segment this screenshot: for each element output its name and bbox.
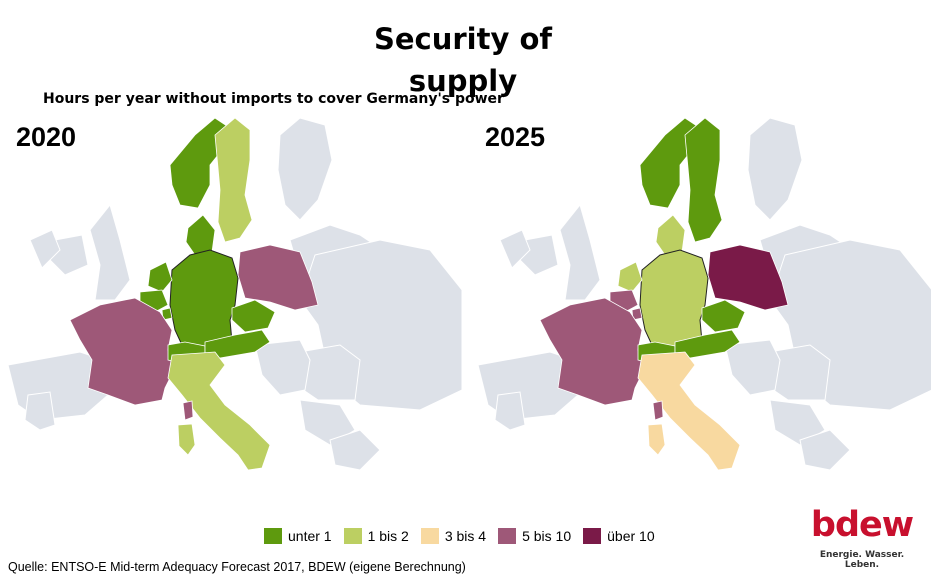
country-germany bbox=[169, 249, 239, 349]
legend-swatch bbox=[420, 528, 439, 544]
country-other bbox=[799, 429, 851, 471]
country-poland bbox=[237, 244, 319, 311]
map-2020 bbox=[7, 117, 463, 471]
map-layer bbox=[7, 117, 463, 471]
map-subtitle: Hours per year without imports to cover … bbox=[43, 91, 504, 107]
country-other bbox=[24, 391, 56, 431]
year-label-2020: 2020 bbox=[16, 122, 77, 152]
country-italy bbox=[167, 351, 271, 471]
legend-label: über 10 bbox=[607, 528, 655, 544]
country-other bbox=[277, 117, 333, 221]
legend-label: unter 1 bbox=[288, 528, 332, 544]
legend-item-ueber-10: über 10 bbox=[583, 528, 655, 544]
country-italy bbox=[637, 351, 741, 471]
country-other bbox=[329, 429, 381, 471]
legend-item-3-bis-4: 3 bis 4 bbox=[420, 528, 487, 544]
country-sardinia bbox=[647, 423, 666, 456]
country-other bbox=[724, 339, 781, 396]
country-france bbox=[69, 297, 176, 406]
legend-label: 5 bis 10 bbox=[522, 528, 572, 544]
page-title: Security of supply bbox=[318, 18, 608, 98]
legend-item-unter-1: unter 1 bbox=[264, 528, 332, 544]
legend-label: 3 bis 4 bbox=[444, 528, 487, 544]
year-label-2025: 2025 bbox=[485, 122, 546, 152]
source-note: Quelle: ENTSO-E Mid-term Adequacy Foreca… bbox=[8, 560, 466, 574]
country-other bbox=[559, 203, 601, 301]
country-sweden bbox=[684, 117, 723, 243]
country-france bbox=[539, 297, 646, 406]
country-other bbox=[89, 203, 131, 301]
country-other bbox=[254, 339, 311, 396]
country-sardinia bbox=[177, 423, 196, 456]
country-netherlands bbox=[617, 261, 643, 293]
country-corsica bbox=[182, 400, 194, 421]
legend-label: 1 bis 2 bbox=[367, 528, 409, 544]
legend-swatch bbox=[343, 528, 362, 544]
country-czechia bbox=[701, 299, 746, 333]
map-2025 bbox=[477, 117, 931, 471]
country-norway bbox=[169, 117, 231, 209]
country-germany bbox=[639, 249, 709, 349]
legend: unter 1 1 bis 2 3 bis 4 5 bis 10 über 10 bbox=[264, 527, 667, 545]
country-other bbox=[747, 117, 803, 221]
country-corsica bbox=[652, 400, 664, 421]
legend-swatch bbox=[498, 528, 517, 544]
legend-item-5-bis-10: 5 bis 10 bbox=[498, 528, 571, 544]
country-sweden bbox=[214, 117, 253, 243]
country-other bbox=[29, 229, 61, 269]
country-denmark bbox=[655, 214, 686, 256]
country-other bbox=[494, 391, 526, 431]
legend-item-1-bis-2: 1 bis 2 bbox=[343, 528, 409, 544]
country-denmark bbox=[185, 214, 216, 256]
country-other bbox=[499, 229, 531, 269]
legend-swatch bbox=[583, 528, 602, 544]
logo-wordmark: bdew bbox=[810, 505, 914, 545]
map-layer bbox=[477, 117, 931, 471]
country-norway bbox=[639, 117, 701, 209]
country-netherlands bbox=[147, 261, 173, 293]
country-poland bbox=[707, 244, 789, 311]
bdew-logo: bdew Energie. Wasser. Leben. bbox=[803, 503, 921, 571]
country-czechia bbox=[231, 299, 276, 333]
legend-swatch bbox=[264, 528, 282, 544]
logo-tagline: Energie. Wasser. Leben. bbox=[819, 550, 905, 570]
